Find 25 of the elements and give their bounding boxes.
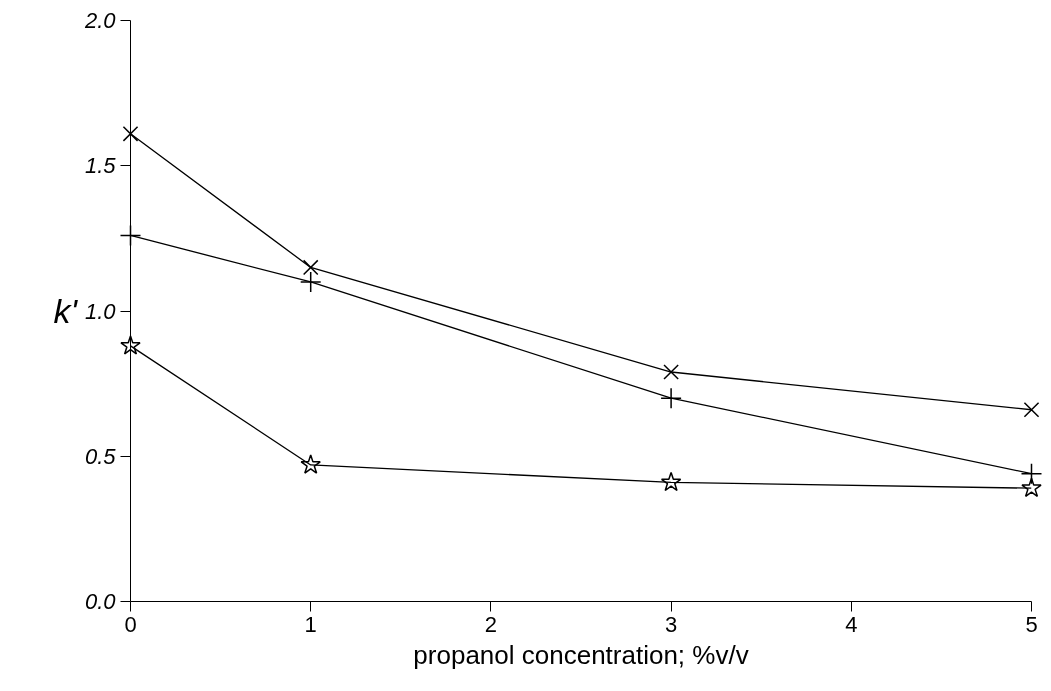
point — [663, 364, 679, 380]
point — [1021, 477, 1042, 498]
x-tick-label: 3 — [664, 611, 678, 637]
point — [299, 271, 322, 293]
point — [120, 335, 141, 355]
point — [122, 125, 139, 142]
x-tick-label: 4 — [845, 611, 858, 637]
y-tick-label: 1.5 — [84, 153, 117, 179]
point — [660, 387, 682, 409]
point — [1023, 401, 1040, 418]
point — [300, 454, 321, 474]
point — [1020, 462, 1043, 485]
y-axis-title: k' — [53, 292, 79, 330]
point — [119, 224, 142, 247]
point — [302, 259, 319, 276]
x-tick-label: 0 — [124, 611, 137, 637]
x-axis-title: propanol concentration; %v/v — [413, 639, 749, 670]
y-tick-label: 2.0 — [83, 8, 117, 33]
y-tick-label: 0.5 — [84, 443, 117, 469]
point — [660, 471, 682, 492]
x-tick-label: 1 — [304, 611, 317, 637]
y-tick-label: 1.0 — [84, 298, 117, 324]
y-tick-label: 0.0 — [84, 589, 117, 614]
x-tick-label: 5 — [1025, 611, 1038, 637]
x-tick-label: 2 — [484, 611, 498, 637]
